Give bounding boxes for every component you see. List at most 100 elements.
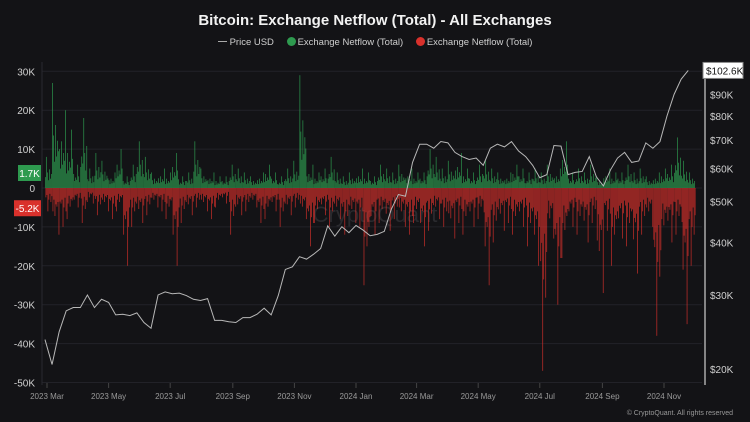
netflow-negative-bar [169,188,171,199]
right-tick-label: $20K [710,365,734,376]
netflow-negative-bar [636,188,637,214]
netflow-negative-bar [467,188,469,207]
netflow-negative-bar [263,188,265,210]
legend-item-netflow-negative[interactable]: Exchange Netflow (Total) [415,37,532,48]
netflow-negative-bar [466,188,468,205]
netflow-positive-bar [209,178,211,188]
netflow-positive-bar [576,179,577,188]
netflow-positive-bar [298,175,300,188]
netflow-negative-bar [671,188,673,243]
netflow-negative-bar [190,188,192,197]
netflow-positive-bar [366,180,367,188]
netflow-positive-bar [428,174,430,188]
netflow-negative-bar [525,188,526,198]
netflow-negative-bar [662,188,664,204]
netflow-positive-bar [352,183,354,188]
netflow-positive-bar [264,182,265,188]
netflow-negative-bar [495,188,497,221]
netflow-positive-bar [234,173,236,188]
netflow-positive-bar [435,156,437,188]
netflow-positive-bar [303,154,305,188]
netflow-positive-bar [227,185,229,188]
netflow-positive-bar [334,180,336,188]
netflow-positive-bar [58,151,59,188]
netflow-negative-bar [309,188,310,206]
netflow-negative-bar [565,188,567,213]
netflow-positive-bar [81,156,83,188]
netflow-positive-bar [319,180,321,188]
netflow-negative-bar [228,188,229,192]
netflow-negative-bar [486,188,488,227]
netflow-negative-bar [563,188,565,206]
netflow-positive-bar [677,137,678,188]
netflow-positive-bar [336,172,338,188]
netflow-positive-bar [179,184,181,188]
netflow-negative-bar [312,188,313,203]
netflow-negative-bar [539,188,541,227]
netflow-positive-bar [645,176,647,188]
netflow-negative-bar [500,188,502,203]
x-tick-label: 2023 May [91,392,126,401]
netflow-negative-bar [298,188,300,195]
netflow-negative-bar [432,188,433,203]
netflow-negative-bar [138,188,140,210]
netflow-negative-bar [385,188,387,214]
netflow-negative-bar [560,188,562,259]
netflow-positive-bar [527,182,529,188]
netflow-negative-bar [487,188,489,218]
netflow-positive-bar [661,182,663,188]
netflow-negative-bar [81,188,83,224]
netflow-negative-bar [296,188,298,193]
netflow-negative-bar [104,188,105,203]
netflow-negative-bar [239,188,241,199]
netflow-positive-bar [59,149,60,188]
netflow-positive-bar [549,173,551,188]
netflow-negative-bar [380,188,382,197]
left-tick-label: -10K [14,223,35,234]
netflow-negative-bar [462,188,464,235]
netflow-positive-bar [289,183,291,188]
netflow-positive-bar [131,179,133,188]
legend-item-price[interactable]: Price USD [217,37,274,48]
netflow-negative-bar [225,188,226,193]
netflow-negative-bar [561,188,563,259]
netflow-positive-bar [600,184,602,188]
netflow-negative-bar [526,188,527,206]
netflow-positive-bar [545,180,547,188]
netflow-negative-bar [652,188,654,227]
netflow-positive-bar [467,168,468,188]
netflow-positive-bar [401,173,403,188]
netflow-positive-bar [232,176,234,188]
netflow-negative-bar [680,188,682,207]
netflow-negative-bar [152,188,154,193]
netflow-positive-bar [212,182,214,188]
netflow-negative-bar [63,188,65,208]
netflow-negative-bar [315,188,316,206]
netflow-positive-bar [65,110,66,188]
netflow-positive-bar [144,156,146,188]
netflow-positive-bar [245,184,247,188]
netflow-negative-bar [398,188,400,208]
netflow-positive-bar [68,170,69,188]
netflow-negative-bar [47,188,49,212]
netflow-negative-bar [269,188,271,201]
netflow-negative-bar [224,188,225,195]
x-tick-label: 2023 Nov [277,392,311,401]
netflow-positive-bar [459,175,461,188]
legend-item-netflow-positive[interactable]: Exchange Netflow (Total) [286,37,403,48]
netflow-negative-bar [502,188,504,201]
netflow-negative-bar [433,188,434,206]
netflow-negative-bar [250,188,252,198]
netflow-positive-bar [251,185,253,188]
netflow-positive-bar [249,176,251,188]
netflow-positive-bar [385,181,387,188]
netflow-positive-bar [160,176,161,188]
netflow-positive-bar [595,177,597,188]
netflow-negative-bar [669,188,671,210]
netflow-positive-bar [582,180,584,188]
netflow-positive-bar [678,162,679,188]
netflow-negative-bar [540,188,542,262]
netflow-positive-bar [91,183,93,188]
netflow-negative-bar [350,188,352,197]
netflow-negative-bar [270,188,272,198]
